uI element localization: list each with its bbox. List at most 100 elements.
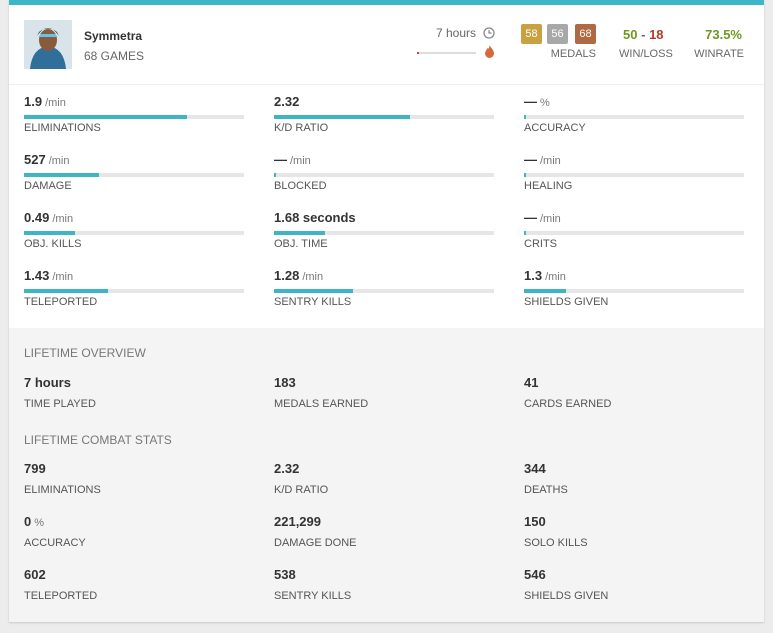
stat-value: 527/min xyxy=(24,152,69,167)
stat-value: 546 xyxy=(524,567,546,582)
value-text: 7 hours xyxy=(24,375,71,390)
stat-value: —/min xyxy=(524,210,561,225)
unit: /min xyxy=(52,213,74,225)
stat-label: SHIELDS GIVEN xyxy=(524,296,609,308)
unit: % xyxy=(34,517,45,529)
value-text: — xyxy=(524,94,537,109)
value-text: 183 xyxy=(274,375,296,390)
value-text: 2.32 xyxy=(274,461,300,476)
gold-medals: 58 xyxy=(521,24,542,44)
games-count: 68 GAMES xyxy=(84,49,145,63)
value-text: 221,299 xyxy=(274,514,321,529)
winrate: 73.5% xyxy=(705,27,742,42)
stat-value: 344 xyxy=(524,461,546,476)
value-text: — xyxy=(524,152,537,167)
stat-value: 1.28/min xyxy=(274,268,323,283)
stat-value: 150 xyxy=(524,514,546,529)
stat-label: BLOCKED xyxy=(274,180,327,192)
value-text: 1.28 xyxy=(274,268,300,283)
unit: /min xyxy=(302,271,324,283)
stat-value: —% xyxy=(524,94,550,109)
value-text: 150 xyxy=(524,514,546,529)
stat-value: 1.9/min xyxy=(24,94,66,109)
stat-bar-track xyxy=(24,173,244,177)
stat-bar-track xyxy=(24,231,244,235)
stat-label: CARDS EARNED xyxy=(524,398,612,410)
value-text: 1.9 xyxy=(24,94,43,109)
time-played: 7 hours xyxy=(435,26,476,40)
separator: - xyxy=(641,27,646,42)
value-text: 527 xyxy=(24,152,46,167)
stat-bar xyxy=(274,231,325,235)
value-text: 2.32 xyxy=(274,94,300,109)
unit: /min xyxy=(290,155,311,167)
wins: 50 xyxy=(623,27,638,42)
stat-label: TELEPORTED xyxy=(24,296,98,308)
stat-bar xyxy=(24,115,187,119)
divider xyxy=(9,84,764,85)
section-title: LIFETIME COMBAT STATS xyxy=(24,433,172,447)
stat-label: ELIMINATIONS xyxy=(24,484,101,496)
value-text: 41 xyxy=(524,375,539,390)
silver-medals: 56 xyxy=(547,24,568,44)
stat-value: 183 xyxy=(274,375,296,390)
section-title: LIFETIME OVERVIEW xyxy=(24,346,146,360)
stat-bar xyxy=(524,115,527,119)
stat-value: 7 hours xyxy=(24,375,71,390)
stat-label: K/D RATIO xyxy=(274,484,329,496)
unit: % xyxy=(540,97,550,109)
stat-value: 1.68 seconds xyxy=(274,210,356,225)
stat-label: SENTRY KILLS xyxy=(274,296,352,308)
stat-bar xyxy=(524,173,527,177)
clock-icon xyxy=(483,27,495,39)
stat-bar xyxy=(24,231,75,235)
stat-bar xyxy=(24,173,99,177)
stat-value: —/min xyxy=(274,152,311,167)
value-text: 344 xyxy=(524,461,546,476)
stat-label: HEALING xyxy=(524,180,573,192)
stat-bar-track xyxy=(274,289,494,293)
stat-label: DAMAGE xyxy=(24,180,72,192)
unit: /min xyxy=(540,213,561,225)
stat-bar xyxy=(274,289,354,293)
stat-label: TIME PLAYED xyxy=(24,398,96,410)
stat-value: —/min xyxy=(524,152,561,167)
unit: /min xyxy=(545,271,566,283)
win-loss: 50 - 18 xyxy=(623,27,664,42)
value-text: 1.3 xyxy=(524,268,543,283)
stat-value: 41 xyxy=(524,375,538,390)
stat-value: 0.49/min xyxy=(24,210,73,225)
stat-label: OBJ. TIME xyxy=(274,238,328,250)
stat-value: 1.3/min xyxy=(524,268,566,283)
stat-bar-track xyxy=(524,115,744,119)
value-text: 546 xyxy=(524,567,546,582)
value-text: 0.49 xyxy=(24,210,50,225)
winrate-label: WINRATE xyxy=(694,48,744,60)
stat-bar-track xyxy=(274,115,494,119)
hero-avatar[interactable] xyxy=(24,20,72,69)
stat-value: 538 xyxy=(274,567,296,582)
stat-bar xyxy=(24,289,108,293)
stat-label: SHIELDS GIVEN xyxy=(524,590,609,602)
unit: /min xyxy=(540,155,561,167)
stat-label: MEDALS EARNED xyxy=(274,398,369,410)
stat-bar-track xyxy=(274,231,494,235)
stat-label: K/D RATIO xyxy=(274,122,329,134)
unit: /min xyxy=(52,271,74,283)
stat-bar-track xyxy=(24,289,244,293)
stat-label: TELEPORTED xyxy=(24,590,98,602)
stat-label: SOLO KILLS xyxy=(524,537,588,549)
stat-value: 0% xyxy=(24,514,44,529)
lifetime-panel xyxy=(9,328,764,622)
stat-value: 799 xyxy=(24,461,46,476)
stat-bar-track xyxy=(274,173,494,177)
medals-label: MEDALS xyxy=(550,48,596,60)
stat-bar xyxy=(524,289,566,293)
stat-bar xyxy=(274,115,411,119)
stat-label: DEATHS xyxy=(524,484,568,496)
value-text: 1.68 seconds xyxy=(274,210,356,225)
stat-value: 2.32 xyxy=(274,94,299,109)
stat-bar-track xyxy=(524,173,744,177)
hero-name: Symmetra xyxy=(84,29,143,43)
